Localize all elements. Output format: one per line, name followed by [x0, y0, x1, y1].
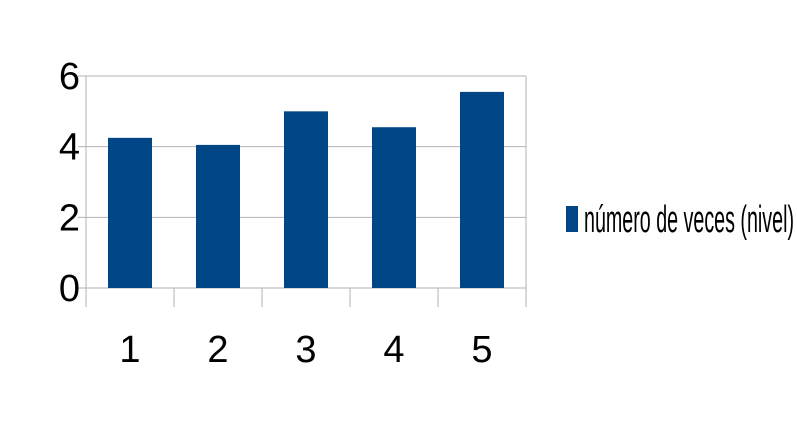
- y-tick-label: 4: [59, 127, 80, 169]
- bar-2: [196, 144, 240, 288]
- x-tick-label: 4: [383, 329, 404, 371]
- axis-layer: [85, 76, 527, 307]
- bar-1: [108, 137, 152, 288]
- bar-4: [372, 127, 416, 288]
- legend-swatch: [566, 206, 578, 232]
- label-layer: 0 2 4 6 1 2 3 4 5: [59, 56, 493, 371]
- x-tick-label: 2: [207, 329, 228, 371]
- bar-3: [284, 111, 328, 288]
- x-tick-label: 1: [119, 329, 140, 371]
- y-tick-label: 0: [59, 268, 80, 310]
- x-tick-label: 5: [471, 329, 492, 371]
- x-tick-label: 3: [295, 329, 316, 371]
- bar-5: [460, 91, 504, 289]
- legend-label: número de veces (nivel): [584, 199, 794, 241]
- y-tick-label: 2: [59, 197, 80, 239]
- bar-layer: [108, 91, 504, 289]
- y-tick-label: 6: [59, 56, 80, 98]
- legend: número de veces (nivel): [566, 199, 794, 241]
